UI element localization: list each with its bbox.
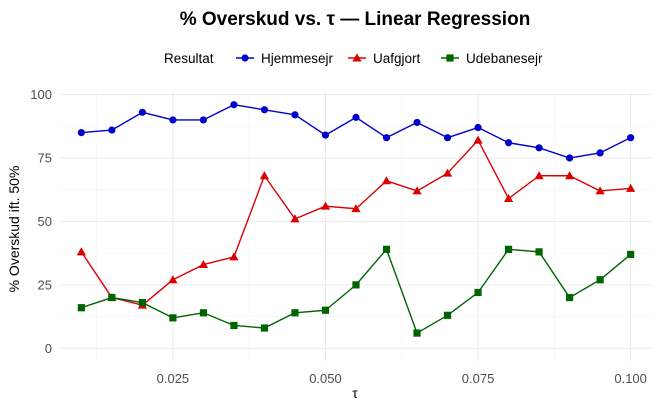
uafgjort-point [76, 247, 86, 256]
y-tick-label: 25 [38, 277, 52, 292]
y-tick-label: 0 [45, 341, 52, 356]
udebanesejr-point [352, 281, 360, 289]
plot-area [60, 92, 652, 361]
uafgjort-line [80, 139, 631, 306]
legend-label-udebanesejr: Udebanesejr [466, 51, 543, 66]
udebanesejr-line [81, 248, 632, 334]
udebanesejr-point [566, 293, 574, 302]
legend: Resultat Hjemmesejr Uafgjort Udebanesejr [164, 51, 543, 66]
series-udebanesejr [77, 245, 635, 337]
uafgjort-point [320, 201, 331, 210]
uafgjort-point [503, 193, 514, 203]
legend-label-uafgjort: Uafgjort [373, 51, 421, 66]
udebanesejr-point [108, 293, 116, 302]
hjemmesejr-point [352, 113, 360, 121]
y-tick-label: 50 [38, 214, 52, 229]
legend-item-uafgjort: Uafgjort [348, 51, 421, 66]
udebanesejr-point [77, 304, 85, 312]
udebanesejr-point [382, 245, 391, 253]
y-tick-label: 75 [38, 150, 52, 165]
hjemmesejr-point [321, 131, 330, 139]
uafgjort-point [473, 135, 483, 144]
udebanesejr-point [260, 324, 269, 332]
legend-item-udebanesejr: Udebanesejr [441, 51, 543, 66]
hjemmesejr-line [81, 103, 631, 159]
hjemmesejr-point [291, 111, 299, 119]
uafgjort-point [595, 186, 605, 195]
chart-title: % Overskud vs. τ — Linear Regression [180, 9, 531, 30]
udebanesejr-point [321, 306, 330, 314]
x-tick-label: 0.050 [309, 371, 342, 386]
series-hjemmesejr [77, 101, 635, 162]
hjemmesejr-point [77, 129, 85, 137]
udebanesejr-point [291, 309, 299, 317]
hjemmesejr-point [230, 101, 238, 109]
udebanesejr-point [627, 250, 635, 259]
hjemmesejr-point [596, 149, 604, 157]
legend-label-hjemmesejr: Hjemmesejr [261, 51, 334, 66]
legend-title: Resultat [164, 51, 214, 66]
uafgjort-point [534, 171, 544, 180]
udebanesejr-point [199, 309, 208, 317]
x-axis-title: τ [352, 385, 358, 401]
series-uafgjort [76, 135, 636, 309]
uafgjort-point [565, 171, 575, 180]
hjemmesejr-point [413, 118, 421, 127]
hjemmesejr-point [627, 134, 635, 142]
y-axis-tick-labels: 0 25 50 75 100 [30, 87, 52, 356]
uafgjort-point [259, 171, 270, 180]
uafgjort-point [229, 252, 239, 261]
x-tick-label: 0.100 [614, 371, 647, 386]
legend-item-hjemmesejr: Hjemmesejr [236, 51, 334, 66]
uafgjort-point [412, 186, 422, 195]
hjemmesejr-point [108, 126, 116, 134]
hjemmesejr-point [504, 139, 513, 147]
udebanesejr-point [413, 329, 421, 337]
udebanesejr-point [138, 299, 146, 307]
uafgjort-point [626, 183, 636, 192]
y-tick-label: 100 [30, 87, 52, 102]
uafgjort-point [351, 204, 361, 213]
x-tick-label: 0.075 [462, 371, 495, 386]
x-axis-tick-labels: 0.025 0.050 0.075 0.100 [157, 371, 647, 386]
hjemmesejr-point [535, 144, 543, 152]
udebanesejr-point [230, 321, 238, 330]
hjemmesejr-point [138, 108, 146, 116]
legend-marker-uafgjort [352, 53, 362, 62]
hjemmesejr-point [382, 134, 391, 142]
udebanesejr-point [474, 288, 482, 297]
legend-marker-udebanesejr [446, 54, 454, 62]
hjemmesejr-point [474, 123, 482, 132]
udebanesejr-point [169, 314, 177, 322]
uafgjort-point [442, 168, 453, 177]
hjemmesejr-point [260, 106, 269, 114]
udebanesejr-point [596, 276, 604, 284]
y-axis-title: % Overskud ift. 50% [6, 166, 22, 293]
uafgjort-point [168, 275, 178, 284]
hjemmesejr-point [169, 116, 177, 124]
x-tick-label: 0.025 [157, 371, 190, 386]
uafgjort-point [290, 214, 300, 223]
udebanesejr-point [504, 245, 513, 253]
hjemmesejr-point [443, 134, 452, 142]
hjemmesejr-point [199, 116, 208, 124]
uafgjort-point [381, 176, 392, 185]
uafgjort-point [198, 259, 209, 269]
hjemmesejr-point [566, 154, 574, 162]
legend-marker-hjemmesejr [241, 54, 249, 62]
udebanesejr-point [535, 248, 543, 256]
udebanesejr-point [443, 311, 452, 319]
